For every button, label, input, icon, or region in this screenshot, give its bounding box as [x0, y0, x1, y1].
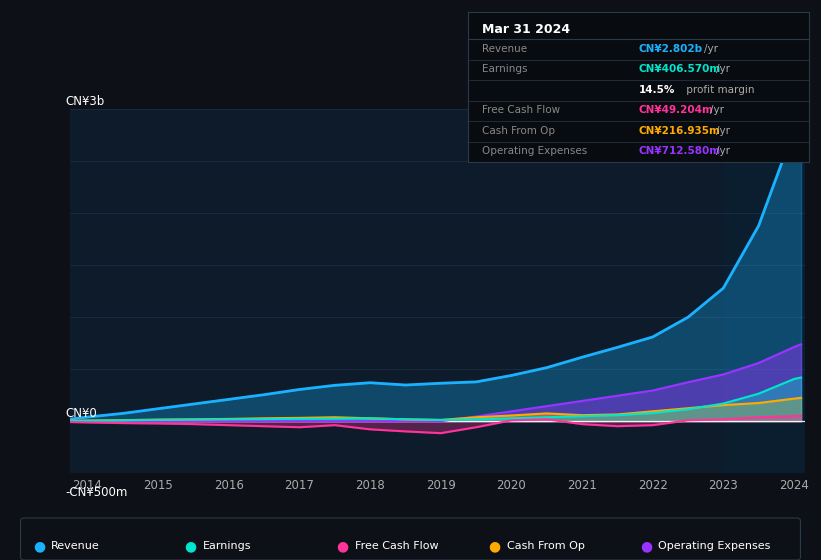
Text: ●: ●	[640, 539, 653, 553]
Text: Operating Expenses: Operating Expenses	[482, 146, 587, 156]
Text: CN¥216.935m: CN¥216.935m	[639, 125, 720, 136]
Text: /yr: /yr	[716, 64, 730, 74]
Bar	[723, 109, 805, 473]
Text: CN¥3b: CN¥3b	[66, 95, 105, 108]
Text: 14.5%: 14.5%	[639, 85, 675, 95]
Text: profit margin: profit margin	[682, 85, 754, 95]
Text: /yr: /yr	[716, 146, 730, 156]
Text: CN¥406.570m: CN¥406.570m	[639, 64, 721, 74]
Text: /yr: /yr	[710, 105, 724, 115]
Text: -CN¥500m: -CN¥500m	[66, 486, 128, 498]
Text: Earnings: Earnings	[203, 541, 251, 551]
Text: CN¥0: CN¥0	[66, 407, 98, 420]
Text: /yr: /yr	[716, 125, 730, 136]
Text: ●: ●	[488, 539, 501, 553]
Text: Revenue: Revenue	[482, 44, 527, 54]
Text: CN¥712.580m: CN¥712.580m	[639, 146, 721, 156]
Text: Earnings: Earnings	[482, 64, 527, 74]
Text: Free Cash Flow: Free Cash Flow	[482, 105, 560, 115]
Text: ●: ●	[33, 539, 45, 553]
Text: Operating Expenses: Operating Expenses	[658, 541, 771, 551]
Text: ●: ●	[185, 539, 197, 553]
Text: ●: ●	[337, 539, 349, 553]
Text: Revenue: Revenue	[51, 541, 99, 551]
Text: Mar 31 2024: Mar 31 2024	[482, 23, 570, 36]
Text: CN¥2.802b: CN¥2.802b	[639, 44, 703, 54]
Text: Free Cash Flow: Free Cash Flow	[355, 541, 438, 551]
Text: Cash From Op: Cash From Op	[482, 125, 555, 136]
Text: Cash From Op: Cash From Op	[507, 541, 585, 551]
Text: CN¥49.204m: CN¥49.204m	[639, 105, 713, 115]
Text: /yr: /yr	[704, 44, 718, 54]
